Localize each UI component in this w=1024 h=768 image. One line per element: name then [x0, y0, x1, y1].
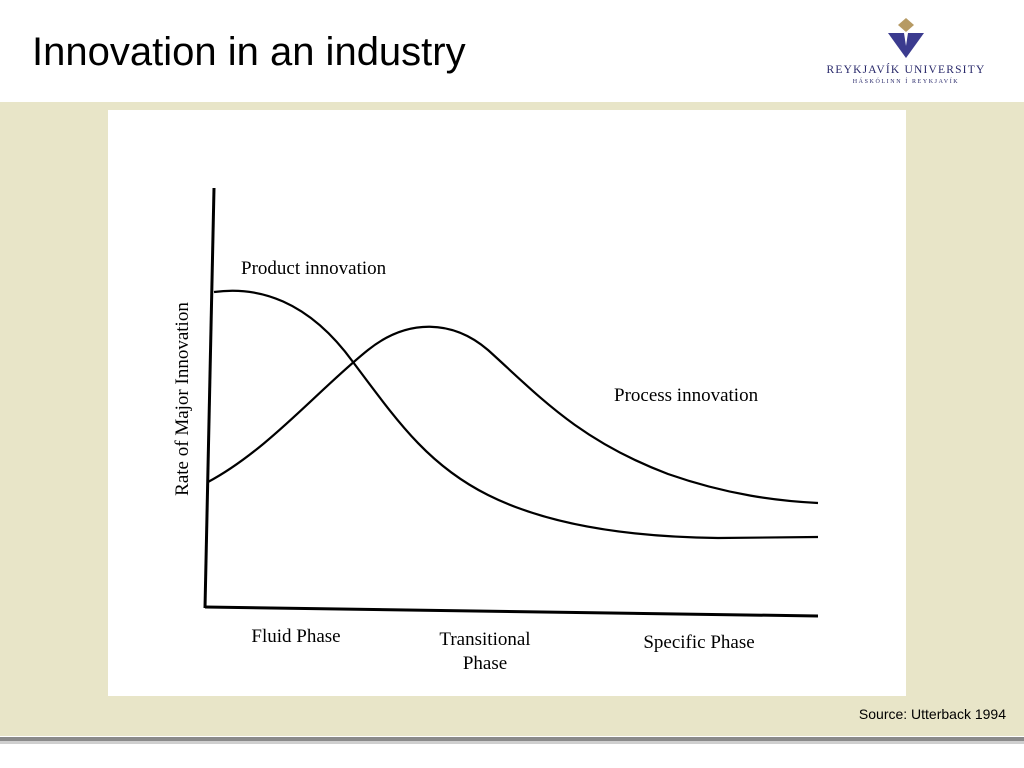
- logo-emblem-icon: [888, 18, 924, 58]
- diagram-canvas: Rate of Major Innovation Product innovat…: [172, 187, 819, 674]
- phase-fluid-label: Fluid Phase: [251, 626, 340, 647]
- logo-name: REYKJAVÍK UNIVERSITY: [826, 64, 986, 76]
- x-axis: [204, 605, 819, 618]
- y-axis: [203, 187, 216, 609]
- product-innovation-curve: [213, 289, 819, 540]
- footer-divider: [0, 737, 1024, 741]
- footer-divider-light: [0, 741, 1024, 744]
- y-axis-label: Rate of Major Innovation: [172, 302, 193, 496]
- innovation-diagram: Rate of Major Innovation Product innovat…: [108, 110, 906, 696]
- phase-transitional-label-line1: Transitional: [439, 629, 530, 650]
- phase-specific-label: Specific Phase: [643, 632, 754, 653]
- slide-title: Innovation in an industry: [32, 30, 466, 74]
- university-logo: REYKJAVÍK UNIVERSITY HÁSKÓLINN Í REYKJAV…: [818, 18, 994, 90]
- product-innovation-label: Product innovation: [241, 258, 387, 279]
- logo-tagline: HÁSKÓLINN Í REYKJAVÍK: [852, 79, 960, 85]
- phase-transitional-label-line2: Phase: [463, 653, 507, 674]
- process-innovation-label: Process innovation: [614, 385, 759, 406]
- source-citation: Source: Utterback 1994: [858, 706, 1006, 722]
- process-innovation-curve: [207, 325, 819, 505]
